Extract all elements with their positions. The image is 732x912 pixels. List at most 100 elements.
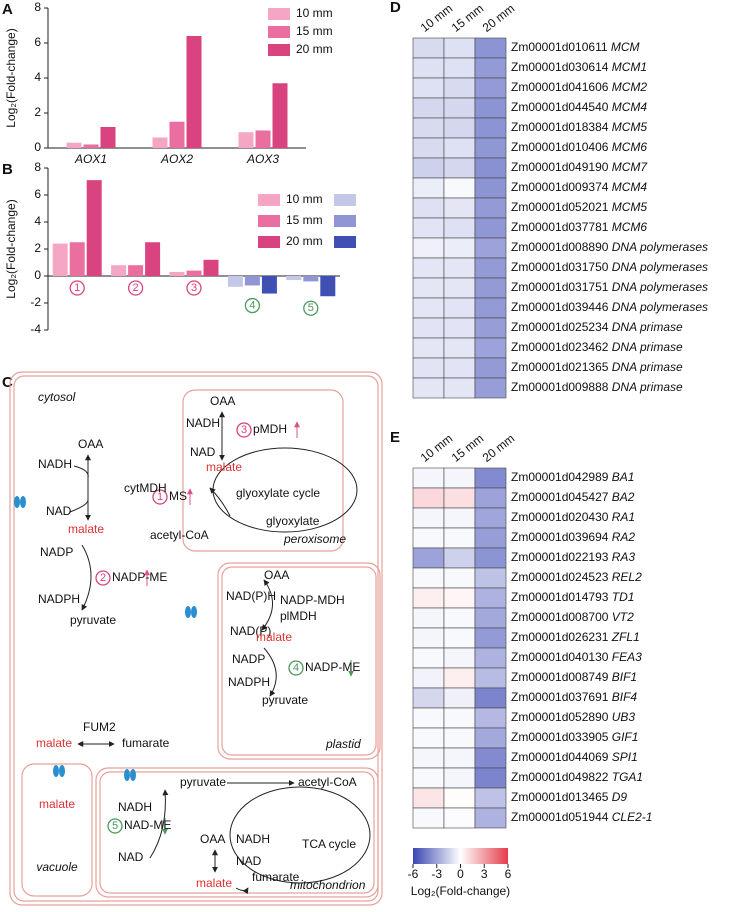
bar [52,243,68,276]
heatmap-cell [412,197,445,219]
heatmap-cell [443,57,476,79]
gene-id: Zm00001d021365 [511,360,609,374]
gene-name: TGA1 [612,770,643,784]
category-circle [69,280,85,296]
y-tick-label: 4 [34,214,41,228]
step-number: 1 [157,491,163,503]
gene-id: Zm00001d030614 [511,60,609,74]
row-label: Zm00001d037691 BIF4 [511,690,637,704]
x-tick-label: 2 [133,282,139,294]
compartment: vacuole [36,860,78,874]
heatmap-cell [443,377,476,399]
gene-name: DNA primase [612,380,683,394]
row-label: Zm00001d039694 RA2 [511,530,635,544]
gene-name: DNA polymerases [612,300,708,314]
column-label: 15 mm [449,1,487,35]
heatmap-cell [412,667,445,689]
gene-id: Zm00001d013465 [511,790,609,804]
row-label: Zm00001d009374 MCM4 [511,180,647,194]
metabolite: NAD(P) [230,624,271,638]
y-axis-label: Log₂(Fold-change) [4,199,18,298]
heatmap-cell [412,117,445,139]
heatmap-cell [474,607,507,629]
heatmap-cell [443,587,476,609]
metabolite: NAD [190,445,216,459]
x-tick-label: 1 [74,282,80,294]
gene-name: MCM [611,40,640,54]
gene-id: Zm00001d009888 [511,380,609,394]
colorbar-tick-label: -6 [408,867,419,881]
heatmap-cell [412,487,445,509]
gene-name: BA1 [612,470,635,484]
heatmap-cell [474,277,507,299]
step-number: 4 [293,662,299,674]
heatmap-cell [443,487,476,509]
heatmap-cell [412,787,445,809]
category-circle [127,280,144,296]
metabolite: NAD(P)H [226,589,276,603]
bar [286,276,302,281]
heatmap-cell [443,687,476,709]
gene-name: RA1 [612,510,635,524]
heatmap-cell [474,197,507,219]
row-label: Zm00001d014793 TD1 [511,590,634,604]
gene-name: GIF1 [612,730,639,744]
colorbar-tick-label: 0 [457,867,464,881]
metabolite: NAD [118,850,144,864]
heatmap-cell [443,257,476,279]
gene-id: Zm00001d049822 [511,770,609,784]
heatmap-cell [443,707,476,729]
row-label: Zm00001d039446 DNA polymerases [511,300,708,314]
heatmap-cell [412,527,445,549]
category-circle [186,280,202,296]
heatmap-cell [412,257,445,279]
heatmap-cell [474,747,507,769]
bar [169,121,185,148]
row-label: Zm00001d021365 DNA primase [511,360,683,374]
row-label: Zm00001d026231 ZFL1 [511,630,640,644]
heatmap-cell [474,707,507,729]
metabolite: NADH [118,800,152,814]
gene-id: Zm00001d052890 [511,710,609,724]
heatmap-cell [474,787,507,809]
plastid-box [221,566,377,756]
heatmap-cell [412,807,445,829]
row-label: Zm00001d022193 RA3 [511,550,635,564]
metabolite: malate [68,522,104,536]
heatmap-cell [443,547,476,569]
bar [303,276,319,282]
gene-name: DNA primase [612,360,683,374]
legend-swatch [268,8,290,20]
legend-label: 15 mm [296,24,333,38]
heatmap-cell [412,707,445,729]
row-label: Zm00001d018384 MCM5 [511,120,647,134]
row-label: Zm00001d049822 TGA1 [511,770,643,784]
legend-swatch [268,44,290,56]
panel-label: D [390,0,401,16]
bar [145,242,161,276]
row-label: Zm00001d031750 DNA polymerases [511,260,708,274]
row-label: Zm00001d023462 DNA primase [511,340,683,354]
gene-name: MCM2 [612,80,648,94]
gene-id: Zm00001d040130 [511,650,609,664]
metabolite: acetyl-CoA [298,775,357,789]
gene-id: Zm00001d044069 [511,750,609,764]
row-label: Zm00001d052021 MCM5 [511,200,647,214]
colorbar-tick-label: 3 [481,867,488,881]
heatmap-cell [412,157,445,179]
bar [128,265,144,276]
gene-name: REL2 [612,570,642,584]
heatmap-cell [412,627,445,649]
panel-label: E [390,429,400,446]
enzyme: plMDH [280,609,317,623]
gene-id: Zm00001d018384 [511,120,609,134]
legend-swatch [268,26,290,38]
y-tick-label: 2 [34,241,41,255]
gene-name: VT2 [612,610,634,624]
gene-name: CLE2-1 [612,810,653,824]
gene-id: Zm00001d010611 [511,40,608,54]
enzyme: NAD-ME [124,818,171,832]
heatmap-cell [474,37,507,59]
gene-name: RA3 [612,550,636,564]
